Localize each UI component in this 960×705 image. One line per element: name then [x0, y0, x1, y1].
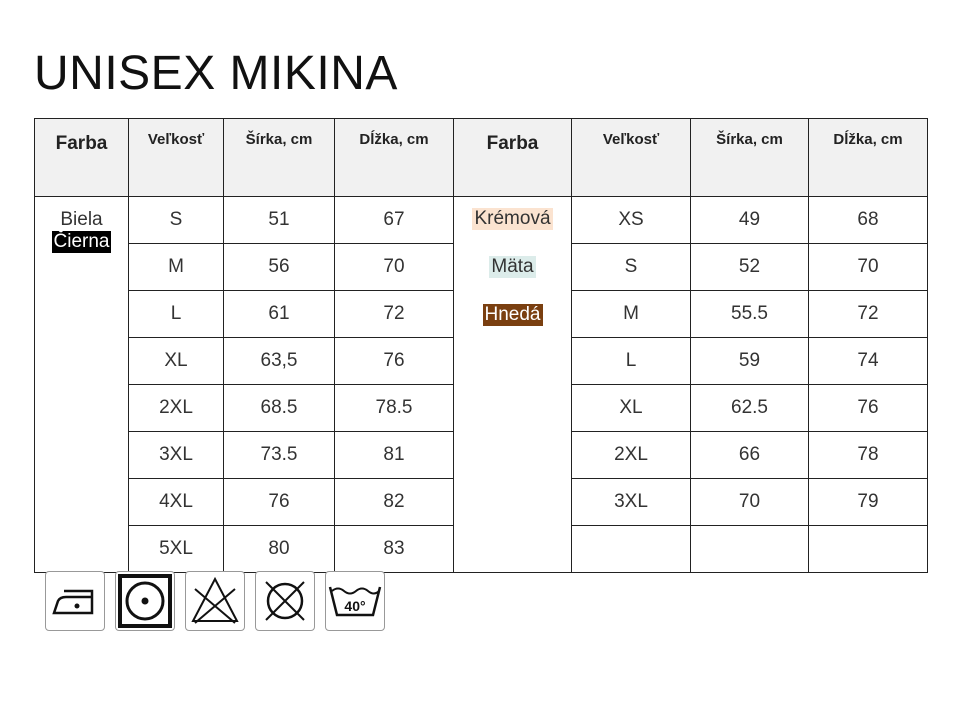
size-table: Farba Veľkosť Šírka, cm Dĺžka, cm Farba Veľko… [34, 118, 928, 573]
cell: 2XL [571, 431, 691, 479]
cell: 70 [334, 243, 454, 291]
cell: L [128, 290, 224, 338]
cell: 70 [808, 243, 928, 291]
color-label: Krémová [472, 208, 553, 230]
column-header: Veľkosť [571, 118, 691, 197]
column-header: Dĺžka, cm [808, 118, 928, 197]
cell: 76 [223, 478, 335, 526]
iron-medium-icon [45, 571, 105, 631]
no-bleach-icon [185, 571, 245, 631]
cell: 74 [808, 337, 928, 385]
cell: S [571, 243, 691, 291]
care-icons: 40° [45, 571, 385, 631]
column-header: Dĺžka, cm [334, 118, 454, 197]
cell: 72 [334, 290, 454, 338]
cell [808, 525, 928, 573]
tumble-dry-icon [115, 571, 175, 631]
color-label: Čierna [51, 231, 112, 253]
cell: 5XL [128, 525, 224, 573]
column-header: Šírka, cm [690, 118, 809, 197]
color-label: Biela [58, 209, 105, 231]
cell: M [571, 290, 691, 338]
cell: 59 [690, 337, 809, 385]
cell: 70 [690, 478, 809, 526]
table-row: L 61 72 M 55.5 72 [35, 290, 928, 338]
cell: 62.5 [690, 384, 809, 432]
cell: XL [128, 337, 224, 385]
cell: 79 [808, 478, 928, 526]
cell: 2XL [128, 384, 224, 432]
right-color-cell: Krémová Mäta Hnedá [453, 196, 572, 573]
cell: 63,5 [223, 337, 335, 385]
cell [571, 525, 691, 573]
cell: 66 [690, 431, 809, 479]
table-row: 2XL 68.5 78.5 XL 62.5 76 [35, 384, 928, 432]
cell: 51 [223, 196, 335, 244]
color-label: Hnedá [482, 304, 543, 326]
table-row: Biela Čierna S 51 67 Krémová Mäta Hnedá XS 49 68 [34, 196, 928, 573]
cell: 52 [690, 243, 809, 291]
wash-temperature: 40° [344, 598, 365, 614]
cell: 56 [223, 243, 335, 291]
cell: 82 [334, 478, 454, 526]
cell: L [571, 337, 691, 385]
cell: 61 [223, 290, 335, 338]
cell: 80 [223, 525, 335, 573]
left-color-cell: Biela Čierna [34, 196, 129, 573]
cell: 78.5 [334, 384, 454, 432]
no-dry-clean-icon [255, 571, 315, 631]
page-title: UNISEX MIKINA [34, 47, 398, 100]
cell: XS [571, 196, 691, 244]
cell: XL [571, 384, 691, 432]
column-header: Veľkosť [128, 118, 224, 197]
cell: 72 [808, 290, 928, 338]
cell: 3XL [128, 431, 224, 479]
column-header: Farba [34, 118, 129, 197]
cell: 67 [334, 196, 454, 244]
cell: 81 [334, 431, 454, 479]
cell: 83 [334, 525, 454, 573]
cell: 68 [808, 196, 928, 244]
table-row: M 56 70 S 52 70 [35, 243, 928, 291]
cell: S [128, 196, 224, 244]
table-row: 4XL 76 82 3XL 70 79 [35, 478, 928, 526]
cell: 76 [808, 384, 928, 432]
column-header: Šírka, cm [223, 118, 335, 197]
color-label: Mäta [489, 256, 536, 278]
cell: M [128, 243, 224, 291]
table-row: 3XL 73.5 81 2XL 66 78 [35, 431, 928, 479]
table-row: 5XL 80 83 [35, 525, 928, 573]
cell: 55.5 [690, 290, 809, 338]
cell [690, 525, 809, 573]
cell: 3XL [571, 478, 691, 526]
cell: 73.5 [223, 431, 335, 479]
cell: 49 [690, 196, 809, 244]
cell: 4XL [128, 478, 224, 526]
cell: 68.5 [223, 384, 335, 432]
cell: 78 [808, 431, 928, 479]
wash-40-icon: 40° [325, 571, 385, 631]
cell: 76 [334, 337, 454, 385]
column-header: Farba [453, 118, 572, 197]
